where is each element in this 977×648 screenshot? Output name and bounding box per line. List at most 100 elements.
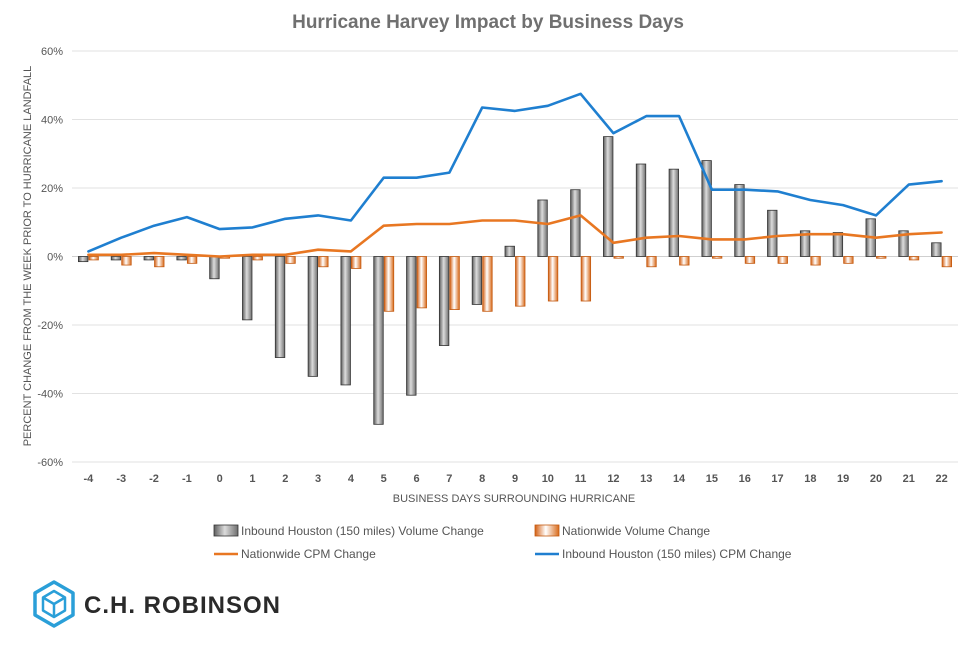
line-houston-cpm	[87, 92, 943, 253]
bar-nationwide-volume	[876, 256, 887, 259]
bar-nationwide-volume	[88, 256, 99, 261]
y-tick-label: 0%	[47, 252, 63, 264]
bar-houston-volume	[504, 245, 515, 257]
bar-houston-volume	[242, 256, 253, 321]
x-tick-label: 7	[446, 473, 452, 485]
bar-houston-volume	[274, 256, 286, 358]
bar-nationwide-volume	[186, 256, 198, 264]
bar-houston-volume	[635, 163, 647, 257]
bar-houston-volume	[832, 232, 844, 257]
bar-nationwide-volume	[416, 256, 427, 309]
bar-nationwide-volume	[941, 256, 952, 268]
y-tick-label: -60%	[37, 457, 63, 469]
y-axis-label: PERCENT CHANGE FROM THE WEEK PRIOR TO HU…	[22, 66, 34, 447]
legend-item-nationwide-volume: Nationwide Volume Change	[534, 524, 710, 538]
x-tick-label: -2	[149, 473, 159, 485]
bar-houston-volume	[438, 256, 450, 346]
bar-nationwide-volume	[679, 256, 690, 266]
bar-nationwide-volume	[613, 256, 624, 259]
y-axis-ticks: 60% 40% 20% 0% -20% -40% -60%	[37, 46, 63, 469]
y-tick-label: 60%	[41, 46, 63, 58]
bar-nationwide-volume	[547, 256, 559, 302]
x-tick-label: -3	[116, 473, 126, 485]
legend-item-nationwide-cpm: Nationwide CPM Change	[214, 547, 376, 561]
bar-houston-volume	[701, 160, 712, 257]
legend-label-houston-cpm: Inbound Houston (150 miles) CPM Change	[562, 547, 792, 561]
x-tick-label: 13	[640, 473, 652, 485]
y-tick-label: -20%	[37, 320, 63, 332]
bar-nationwide-volume	[711, 256, 723, 259]
bar-houston-volume	[767, 209, 778, 257]
x-tick-label: 2	[282, 473, 288, 485]
brand-logo: C.H. ROBINSON	[33, 580, 281, 628]
legend-label-nationwide-volume: Nationwide Volume Change	[562, 524, 710, 538]
x-tick-label: 4	[348, 473, 355, 485]
bar-nationwide-volume	[843, 256, 854, 264]
bar-houston-volume	[209, 256, 220, 280]
bar-houston-volume	[143, 256, 154, 261]
x-tick-label: 10	[542, 473, 554, 485]
bar-nationwide-volume	[908, 256, 920, 261]
bar-houston-volume	[931, 242, 942, 257]
y-tick-label: 20%	[41, 183, 63, 195]
bar-nationwide-volume	[449, 256, 460, 310]
bar-houston-volume	[307, 256, 319, 377]
bar-houston-volume	[799, 230, 811, 257]
bar-nationwide-volume	[744, 256, 756, 264]
bar-houston-volume	[898, 230, 909, 257]
bar-nationwide-volume	[252, 256, 263, 261]
x-tick-label: 18	[804, 473, 816, 485]
bar-nationwide-volume	[646, 256, 657, 268]
bar-nationwide-volume	[285, 256, 296, 264]
bar-houston-volume	[734, 184, 745, 257]
bar-nationwide-volume	[515, 256, 526, 307]
x-tick-label: 9	[512, 473, 518, 485]
x-tick-label: 15	[706, 473, 718, 485]
bars	[78, 136, 952, 425]
bar-houston-volume	[668, 168, 679, 257]
x-tick-label: 20	[870, 473, 882, 485]
line-nationwide-cpm	[87, 214, 943, 258]
bar-houston-volume	[176, 256, 187, 261]
legend-swatch-nationwide-volume	[534, 524, 560, 537]
bar-nationwide-volume	[482, 256, 493, 312]
legend: Inbound Houston (150 miles) Volume Chang…	[213, 524, 792, 561]
brand-name: C.H. ROBINSON	[84, 592, 281, 619]
x-tick-label: 0	[217, 473, 223, 485]
x-tick-label: 5	[381, 473, 387, 485]
legend-item-houston-cpm: Inbound Houston (150 miles) CPM Change	[535, 547, 792, 561]
x-tick-label: 17	[771, 473, 783, 485]
x-tick-label: 21	[903, 473, 915, 485]
bar-nationwide-volume	[318, 256, 329, 268]
bar-nationwide-volume	[777, 256, 788, 264]
x-tick-label: 8	[479, 473, 485, 485]
bar-houston-volume	[537, 199, 548, 257]
x-axis-label: BUSINESS DAYS SURROUNDING HURRICANE	[393, 493, 635, 505]
bar-nationwide-volume	[154, 256, 165, 268]
x-tick-label: 3	[315, 473, 321, 485]
bar-nationwide-volume	[121, 256, 132, 266]
bar-houston-volume	[603, 136, 614, 257]
legend-item-houston-volume: Inbound Houston (150 miles) Volume Chang…	[213, 524, 484, 538]
x-tick-label: 11	[575, 473, 587, 485]
series-lines	[87, 92, 943, 258]
bar-houston-volume	[570, 189, 581, 257]
chart-title: Hurricane Harvey Impact by Business Days	[292, 12, 684, 33]
bar-nationwide-volume	[580, 256, 592, 302]
legend-label-nationwide-cpm: Nationwide CPM Change	[241, 547, 376, 561]
x-tick-label: 16	[739, 473, 751, 485]
legend-label-houston-volume: Inbound Houston (150 miles) Volume Chang…	[241, 524, 484, 538]
x-tick-label: 1	[249, 473, 255, 485]
x-tick-label: -1	[182, 473, 192, 485]
y-tick-label: -40%	[37, 389, 63, 401]
bar-houston-volume	[471, 256, 483, 305]
bar-houston-volume	[373, 256, 384, 425]
x-tick-label: 22	[935, 473, 947, 485]
bar-nationwide-volume	[351, 256, 362, 269]
bar-houston-volume	[78, 256, 89, 263]
bar-houston-volume	[340, 256, 351, 386]
x-tick-label: 14	[673, 473, 686, 485]
bar-nationwide-volume	[383, 256, 395, 312]
